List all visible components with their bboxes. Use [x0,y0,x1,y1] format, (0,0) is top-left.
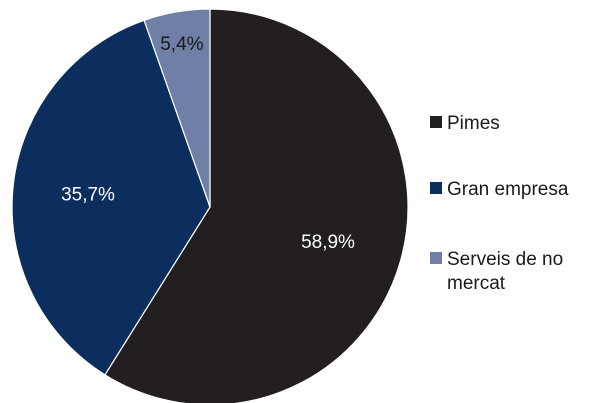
legend-swatch-2 [430,182,442,194]
pie-data-label-2: 35,7% [61,185,115,206]
pie-slice-2 [11,19,211,376]
legend: Pimes Gran empresa Serveis de no mercat [430,113,569,294]
pie-data-label-3: 5,4% [160,34,203,55]
legend-label-2: Gran empresa [447,179,569,200]
pie-slice-3 [143,8,211,208]
pie-slice-1 [104,8,409,403]
legend-swatch-3 [430,252,442,264]
legend-label-1: Pimes [447,113,500,134]
pie-data-labels: 58,9% 35,7% 5,4% [61,34,355,253]
pie-slices [11,8,409,403]
legend-swatch-1 [430,116,442,128]
pie-data-label-1: 58,9% [301,232,355,253]
legend-label-3: Serveis de no mercat [447,249,563,294]
